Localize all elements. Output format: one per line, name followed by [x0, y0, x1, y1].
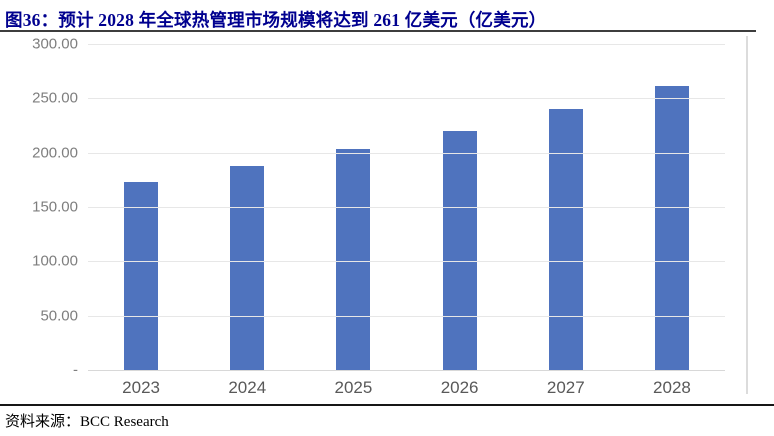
- gridline: [88, 207, 725, 208]
- x-axis-tick-label: 2024: [228, 378, 267, 397]
- x-axis-tick-label: 2028: [653, 378, 691, 397]
- bar-2028: [654, 86, 689, 370]
- y-axis-labels: 300.00 250.00 200.00 150.00 100.00 50.00 -: [0, 36, 78, 379]
- y-axis-tick-label: 150.00: [32, 198, 78, 216]
- bar-2025: [336, 149, 371, 370]
- source-value: BCC Research: [80, 414, 169, 430]
- bar-chart: 300.00 250.00 200.00 150.00 100.00 50.00 - 202…: [0, 32, 774, 404]
- gridline: [88, 261, 725, 263]
- x-axis-tick-label: 2027: [546, 378, 585, 397]
- y-axis-tick-label: 100.00: [32, 252, 78, 270]
- bar-slot: [88, 44, 194, 370]
- y-axis-tick-label: 50.00: [40, 307, 78, 325]
- figure-title: 图36：预计 2028 年全球热管理市场规模将达到 261 亿美元（亿美元）: [5, 10, 547, 30]
- x-axis-tick-label: 2023: [122, 378, 160, 397]
- x-axis-labels: 2023 2024 2025 2026 2027 2028: [88, 378, 725, 398]
- bar-2026: [442, 130, 477, 370]
- gridline: [88, 315, 725, 317]
- footer-divider: [0, 404, 774, 406]
- source-note: 资料来源：BCC Research: [5, 410, 765, 431]
- bar-2024: [230, 165, 265, 370]
- bar-slot: [194, 44, 300, 370]
- y-axis-tick-label: -: [73, 361, 78, 379]
- gridline: [88, 98, 725, 100]
- bar-slot: [407, 44, 513, 370]
- x-axis-baseline: [88, 370, 725, 371]
- title-divider: [0, 30, 756, 32]
- x-axis-tick-label: 2026: [440, 378, 479, 397]
- y-axis-tick-label: 250.00: [32, 89, 78, 107]
- source-label: 资料来源：: [5, 414, 81, 430]
- bar-2023: [124, 182, 159, 370]
- x-axis-tick-label: 2025: [334, 378, 373, 397]
- plot-area: [88, 44, 748, 371]
- y-axis-tick-label: 300.00: [32, 35, 78, 53]
- bar-slot: [619, 44, 725, 370]
- gridline: [88, 152, 725, 154]
- bar-slot: [300, 44, 406, 370]
- y-axis-tick-label: 200.00: [32, 144, 78, 162]
- plot-right-border: [746, 36, 748, 394]
- gridline: [88, 44, 725, 45]
- bar-2027: [548, 109, 583, 370]
